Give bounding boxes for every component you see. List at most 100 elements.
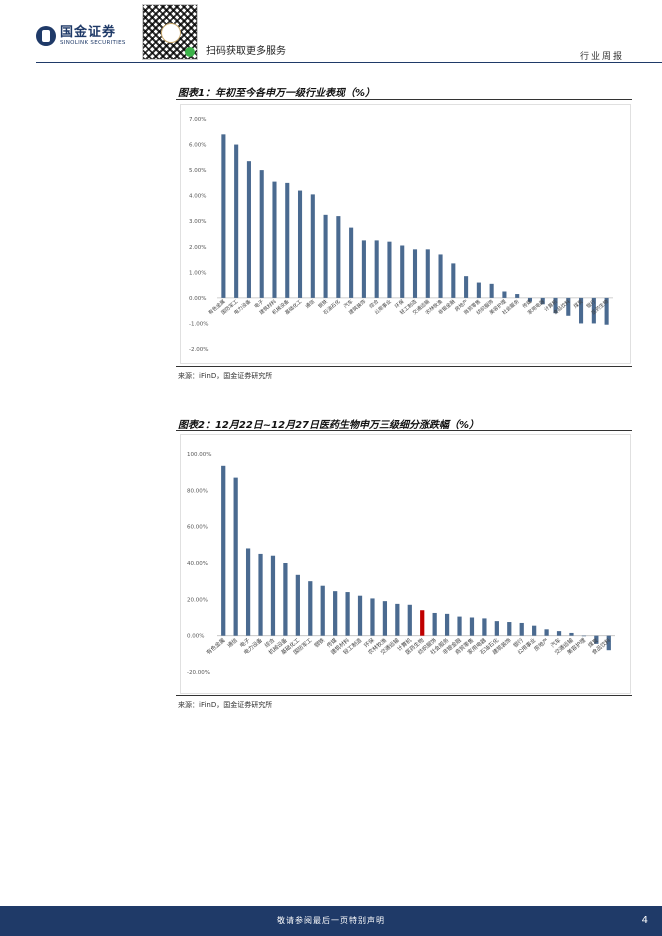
fig2-category-label: 通信	[225, 636, 239, 650]
fig2-bar	[345, 592, 350, 636]
figure2-chart: -20.00% 0.00% 20.00% 40.00% 60.00% 80.00% 100.…	[180, 434, 631, 694]
fig2-bar	[357, 595, 363, 636]
fig2-bar	[420, 610, 425, 636]
figure2-chart-svg: -20.00% 0.00% 20.00% 40.00% 60.00% 80.00% 100.…	[187, 452, 615, 676]
page-header: 国金证券 SINOLINK SECURITIES 扫码获取更多服务 行业周报	[0, 0, 662, 64]
fig1-bar	[540, 297, 545, 305]
fig2-bar	[469, 617, 475, 636]
fig2-bar	[544, 629, 549, 636]
fig2-bar	[333, 591, 338, 636]
page-footer: 敬请参阅最后一页特别声明 4	[0, 906, 662, 936]
report-type: 行业周报	[579, 52, 624, 62]
fig2-category-label: 有色金属	[204, 636, 226, 656]
fig1-bar	[285, 182, 290, 298]
fig1-bar	[566, 297, 571, 316]
logo-chinese-name: 国金证券	[60, 25, 117, 40]
fig1-bar	[579, 297, 584, 324]
fig1-bar	[297, 190, 303, 298]
fig2-y-tick-label: 40.00%	[187, 561, 208, 567]
fig1-bar	[476, 282, 481, 298]
figure1-top-rule	[176, 99, 632, 100]
fig2-bar	[308, 581, 313, 636]
fig2-bar	[507, 622, 512, 636]
fig2-bar	[270, 555, 276, 636]
page-number: 4	[641, 915, 648, 926]
fig1-bar	[425, 249, 430, 298]
fig1-bar	[349, 227, 354, 298]
footer-disclaimer: 敬请参阅最后一页特别声明	[277, 916, 385, 925]
fig1-category-label: 环保	[393, 298, 405, 310]
fig1-bar	[489, 283, 494, 298]
fig2-bar	[258, 553, 263, 636]
fig2-bar	[295, 574, 300, 636]
fig1-bar	[361, 240, 366, 298]
fig1-bar	[591, 297, 596, 324]
fig2-bar	[581, 635, 587, 637]
fig1-y-tick-label: 3.00%	[189, 219, 206, 225]
fig2-bar	[569, 632, 574, 636]
fig2-y-tick-label: 0.00%	[187, 634, 204, 640]
fig1-bar	[221, 134, 226, 298]
fig2-bar	[432, 612, 437, 636]
fig1-bar	[323, 214, 328, 298]
fig1-bar	[259, 170, 264, 298]
qr-code-icon[interactable]	[142, 4, 198, 60]
fig2-bar	[519, 622, 524, 636]
fig1-bar	[451, 263, 456, 298]
fig1-category-label: 煤炭	[572, 298, 584, 310]
fig1-category-label: 电子	[253, 298, 265, 310]
fig2-bar	[320, 585, 325, 636]
fig2-bar	[556, 631, 562, 636]
fig1-bar	[336, 216, 341, 298]
fig1-bar	[400, 245, 405, 298]
fig1-y-tick-label: 6.00%	[189, 143, 206, 149]
fig1-bar	[234, 144, 239, 298]
fig2-bar	[245, 548, 251, 636]
fig1-bar	[502, 291, 507, 298]
fig2-bar	[283, 563, 288, 636]
fig1-y-tick-label: 1.00%	[189, 270, 206, 276]
fig2-category-label: 钢铁	[312, 636, 326, 650]
fig2-bar	[494, 621, 499, 636]
fig2-bar	[382, 601, 388, 636]
fig1-bar	[310, 194, 315, 298]
fig1-bar	[387, 241, 392, 298]
fig2-bar	[457, 616, 462, 636]
fig1-y-tick-label: 0.00%	[189, 296, 206, 302]
figure1-source: 来源：iFinD，国金证券研究所	[178, 372, 273, 380]
logo-english-name: SINOLINK SECURITIES	[60, 40, 126, 46]
fig1-category-label: 综合	[368, 298, 380, 310]
scan-prompt: 扫码获取更多服务	[206, 46, 286, 57]
company-logo: 国金证券 SINOLINK SECURITIES	[36, 26, 126, 47]
fig2-y-tick-label: 60.00%	[187, 525, 208, 531]
fig2-bar	[407, 604, 412, 636]
fig2-bar	[395, 603, 400, 636]
fig1-bar	[246, 161, 251, 298]
figure2-top-rule	[176, 430, 632, 431]
fig1-category-label: 传媒	[521, 298, 533, 310]
figure2-bottom-rule	[176, 695, 632, 696]
figure1-title: 图表1：年初至今各申万一级行业表现（%）	[178, 88, 375, 99]
fig1-bar	[412, 249, 418, 298]
fig2-bar	[221, 465, 226, 636]
fig2-y-tick-label: 20.00%	[187, 597, 208, 603]
fig1-bar	[604, 297, 609, 325]
fig2-y-tick-label: 80.00%	[187, 488, 208, 494]
fig1-bar	[374, 240, 379, 298]
fig2-bar	[532, 625, 537, 636]
logo-mark-icon	[36, 26, 56, 47]
fig1-bar	[464, 276, 469, 298]
fig2-bar	[482, 618, 487, 636]
fig1-category-label: 银行	[585, 298, 597, 310]
fig1-y-tick-label: 4.00%	[189, 194, 206, 200]
fig1-y-tick-label: -1.00%	[189, 321, 208, 327]
fig1-y-tick-label: -2.00%	[189, 347, 208, 353]
fig1-category-label: 汽车	[342, 298, 354, 310]
figure2-title: 图表2：12月22日~12月27日医药生物申万三级细分涨跌幅（%）	[178, 420, 480, 431]
fig2-y-tick-label: -20.00%	[187, 670, 210, 676]
header-divider	[36, 62, 662, 63]
fig1-y-tick-label: 2.00%	[189, 245, 206, 251]
fig2-bar	[444, 613, 450, 636]
fig1-category-label: 钢铁	[317, 298, 329, 310]
figure1-bottom-rule	[176, 366, 632, 367]
